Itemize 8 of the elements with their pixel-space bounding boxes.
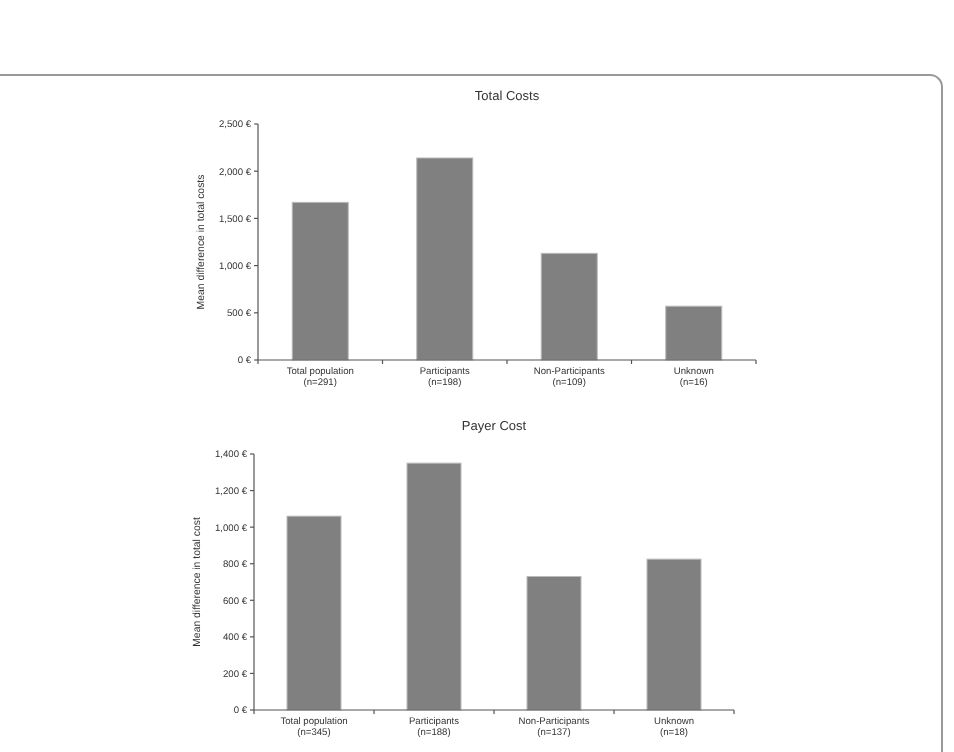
- bar: [540, 252, 598, 361]
- bar: [416, 157, 474, 361]
- bar: [291, 201, 349, 361]
- bar: [646, 558, 702, 711]
- bar: [665, 305, 723, 361]
- bar: [526, 576, 582, 711]
- bar: [286, 515, 342, 711]
- bar: [406, 462, 462, 711]
